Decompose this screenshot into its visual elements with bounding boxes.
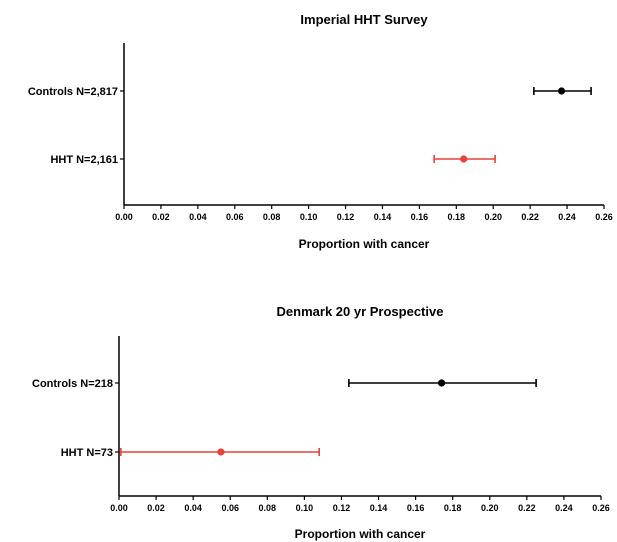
x-tick-label: 0.18 xyxy=(448,212,466,222)
x-tick-label: 0.04 xyxy=(184,503,202,513)
x-tick-label: 0.02 xyxy=(152,212,170,222)
panel-1-title: Imperial HHT Survey xyxy=(300,12,428,27)
x-tick-label: 0.20 xyxy=(481,503,499,513)
x-tick-label: 0.22 xyxy=(518,503,536,513)
x-tick-label: 0.12 xyxy=(333,503,351,513)
x-tick-label: 0.08 xyxy=(263,212,281,222)
x-tick-label: 0.14 xyxy=(370,503,388,513)
x-tick-label: 0.00 xyxy=(115,212,133,222)
x-tick-label: 0.26 xyxy=(595,212,613,222)
x-tick-label: 0.10 xyxy=(300,212,318,222)
panel-2-title: Denmark 20 yr Prospective xyxy=(277,304,444,319)
panel-2-x-axis-label: Proportion with cancer xyxy=(295,527,426,541)
x-tick-label: 0.26 xyxy=(592,503,610,513)
x-tick-label: 0.24 xyxy=(558,212,576,222)
x-tick-label: 0.02 xyxy=(147,503,165,513)
y-tick-label: HHT N=73 xyxy=(61,447,113,459)
x-tick-label: 0.24 xyxy=(555,503,573,513)
y-tick-label: HHT N=2,161 xyxy=(50,154,118,166)
panel-1-plot: 0.00 0.02 0.04 0.06 0.08 0.10 0.12 0.14 0.16 0.18… xyxy=(28,43,613,222)
panel-2-plot: 0.00 0.02 0.04 0.06 0.08 0.10 0.12 0.14 0.16 0.18… xyxy=(32,336,610,513)
y-tick-label: Controls N=2,817 xyxy=(28,86,118,98)
x-tick-label: 0.16 xyxy=(411,212,429,222)
x-tick-label: 0.12 xyxy=(337,212,355,222)
panel-1-x-axis-label: Proportion with cancer xyxy=(299,237,430,251)
estimate-point xyxy=(460,155,468,163)
x-tick-label: 0.18 xyxy=(444,503,462,513)
estimate-point xyxy=(437,379,446,387)
estimate-point xyxy=(557,87,566,95)
x-tick-label: 0.22 xyxy=(521,212,539,222)
x-tick-label: 0.04 xyxy=(189,212,207,222)
x-tick-label: 0.06 xyxy=(226,212,244,222)
x-tick-label: 0.16 xyxy=(407,503,425,513)
x-tick-label: 0.00 xyxy=(110,503,128,513)
x-tick-label: 0.08 xyxy=(259,503,277,513)
x-tick-label: 0.10 xyxy=(296,503,314,513)
x-tick-label: 0.06 xyxy=(221,503,239,513)
x-tick-label: 0.14 xyxy=(374,212,392,222)
estimate-point xyxy=(217,448,225,456)
y-tick-label: Controls N=218 xyxy=(32,378,113,390)
x-tick-label: 0.20 xyxy=(484,212,502,222)
